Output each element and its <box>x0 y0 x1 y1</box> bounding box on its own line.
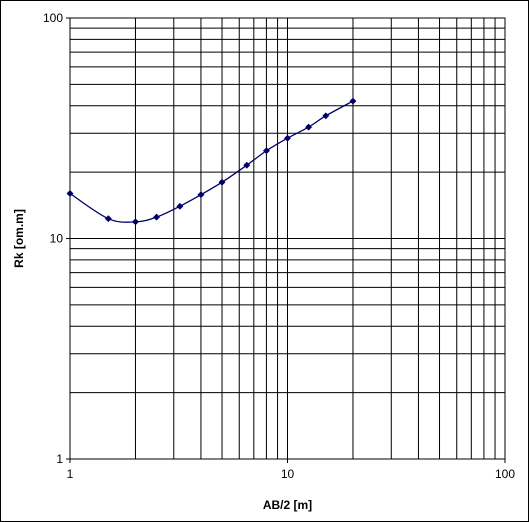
x-tick-label: 10 <box>281 467 295 481</box>
data-point-marker <box>283 134 292 142</box>
data-point-marker <box>176 202 184 210</box>
grid-lines <box>70 18 505 459</box>
y-tick-label: 10 <box>50 232 64 246</box>
tick-labels: 1 10 100 1 10 100 <box>43 11 515 481</box>
data-point-marker <box>104 215 112 223</box>
data-point-marker <box>131 218 140 226</box>
x-axis-title: AB/2 [m] <box>263 498 312 512</box>
data-point-marker <box>305 123 313 131</box>
y-tick-label: 1 <box>56 452 63 466</box>
data-point-marker <box>262 147 270 155</box>
data-point-marker <box>349 97 357 105</box>
series-group <box>66 97 357 226</box>
y-tick-label: 100 <box>43 11 63 25</box>
data-point-marker <box>152 213 161 221</box>
x-tick-label: 1 <box>67 467 74 481</box>
y-axis-title: Rk [om.m] <box>12 209 26 268</box>
data-point-marker <box>197 191 205 199</box>
data-point-marker <box>243 161 251 169</box>
x-tick-label: 100 <box>495 467 515 481</box>
data-point-marker <box>322 112 330 120</box>
data-point-marker <box>66 189 74 198</box>
data-point-marker <box>218 178 226 186</box>
